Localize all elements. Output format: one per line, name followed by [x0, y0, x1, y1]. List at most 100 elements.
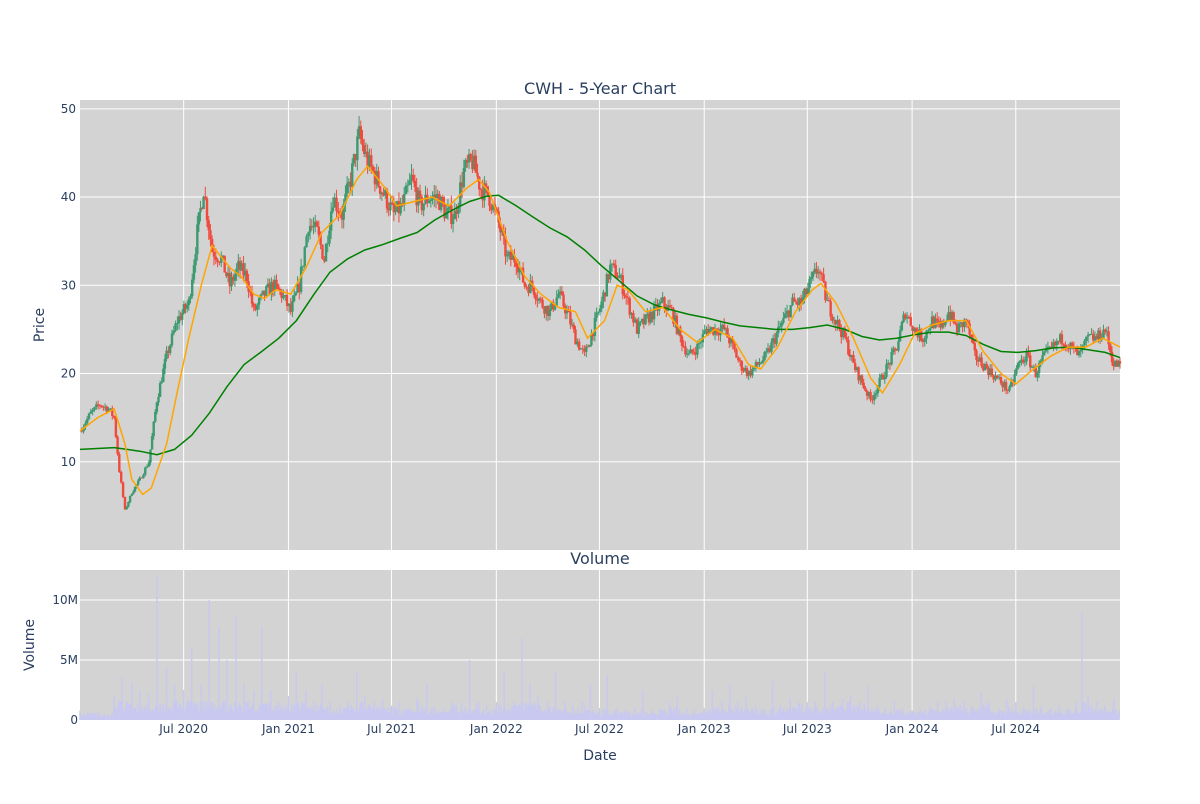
candle-up — [305, 236, 308, 248]
volume-bar — [631, 712, 634, 720]
volume-bar — [665, 715, 667, 720]
candle-down — [971, 338, 975, 344]
volume-bar — [426, 684, 428, 720]
candle-down — [478, 176, 481, 190]
candle-down — [834, 319, 837, 325]
candle-up — [137, 480, 140, 485]
volume-bar — [282, 706, 284, 720]
volume-bar — [856, 704, 859, 720]
volume-bar — [1012, 712, 1015, 720]
candle-down — [607, 274, 610, 280]
volume-bar — [255, 711, 257, 720]
volume-bar — [981, 709, 983, 720]
candle-down — [737, 357, 740, 361]
volume-bar — [361, 702, 364, 720]
candle-up — [342, 203, 345, 220]
candle-up — [467, 154, 471, 163]
candle-up — [553, 305, 557, 310]
volume-bar — [1045, 715, 1047, 720]
volume-bar — [915, 716, 918, 720]
volume-bar — [530, 706, 532, 720]
volume-bar — [409, 709, 412, 720]
volume-bar — [994, 713, 997, 720]
candle-up — [978, 357, 982, 362]
candle-up — [144, 467, 147, 475]
volume-bar — [447, 713, 450, 720]
candle-up — [165, 350, 168, 359]
candle-down — [904, 314, 907, 319]
volume-bar — [781, 711, 784, 720]
volume-bar — [935, 710, 938, 720]
candle-up — [265, 286, 268, 296]
volume-bar — [803, 711, 805, 720]
volume-bar — [300, 708, 302, 720]
candle-up — [705, 328, 708, 331]
volume-bar — [216, 706, 218, 720]
candle-up — [747, 370, 750, 376]
volume-bar — [648, 714, 651, 720]
volume-bar — [1093, 713, 1096, 720]
candle-down — [796, 302, 799, 305]
candle-up — [202, 196, 205, 210]
candle-up — [959, 322, 962, 324]
volume-bar — [822, 707, 824, 720]
candle-up — [240, 263, 243, 271]
volume-bar — [1083, 701, 1085, 720]
volume-bar — [611, 713, 613, 720]
candle-up — [677, 326, 680, 334]
volume-bar — [91, 715, 93, 720]
volume-bar — [797, 702, 799, 720]
candle-up — [771, 338, 775, 343]
volume-bar — [1068, 710, 1071, 720]
volume-bar — [292, 712, 294, 720]
volume-bar — [1105, 712, 1107, 720]
volume-bar — [668, 702, 671, 720]
volume-bar — [989, 709, 991, 720]
volume-bar — [514, 705, 516, 720]
volume-bar — [993, 715, 996, 720]
volume-bar — [270, 690, 272, 720]
volume-bar — [536, 708, 538, 720]
candle-up — [947, 312, 950, 320]
candle-down — [119, 471, 123, 483]
volume-bar — [870, 712, 872, 720]
volume-bar — [680, 714, 682, 720]
candle-up — [1114, 360, 1117, 367]
candle-down — [831, 316, 834, 321]
volume-bar — [398, 702, 401, 720]
volume-bar — [605, 709, 607, 720]
volume-bar — [123, 712, 125, 720]
volume-bar — [902, 712, 905, 720]
volume-bar — [788, 707, 790, 720]
candle-down — [982, 366, 985, 371]
volume-bar — [851, 708, 853, 720]
volume-bar — [312, 709, 314, 720]
volume-bar — [780, 710, 783, 720]
candle-down — [794, 301, 798, 303]
volume-bar — [855, 711, 857, 720]
candle-up — [199, 208, 202, 213]
volume-bar — [853, 705, 855, 720]
volume-bar — [476, 708, 479, 720]
candle-up — [448, 205, 451, 209]
candle-up — [307, 232, 310, 237]
volume-bar — [815, 706, 818, 720]
volume-bar — [792, 707, 795, 720]
candle-down — [354, 154, 357, 161]
volume-bar — [848, 701, 851, 720]
candle-up — [778, 326, 782, 328]
candle-up — [944, 321, 947, 326]
candle-up — [545, 305, 548, 314]
volume-bar — [190, 648, 193, 720]
volume-bar — [336, 713, 339, 720]
volume-bar — [1056, 713, 1058, 720]
volume-bar — [420, 706, 423, 720]
candle-up — [160, 381, 163, 384]
candle-up — [1093, 336, 1097, 341]
candle-down — [100, 405, 103, 407]
volume-bar — [295, 672, 298, 720]
volume-bar — [900, 709, 902, 720]
volume-bar — [896, 709, 898, 720]
candle-up — [174, 323, 177, 331]
